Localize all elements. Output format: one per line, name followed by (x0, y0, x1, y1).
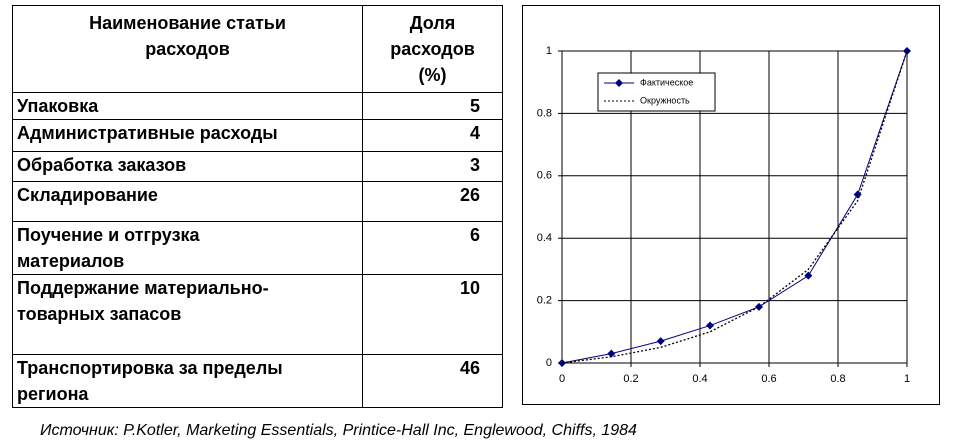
share-cell: 6 (362, 221, 503, 275)
table-row: Поддержание материально-товарных запасов… (12, 274, 503, 355)
item-cell: Складирование (12, 181, 363, 222)
share-value: 26 (459, 185, 480, 205)
data-point (656, 337, 665, 346)
item-name: Поддержание материально-товарных запасов (17, 278, 269, 324)
plot-frame (561, 50, 908, 364)
table-row: Обработка заказов 3 (12, 151, 503, 182)
item-name: Обработка заказов (17, 155, 187, 175)
chart: 0 0.2 0.4 0.6 0.8 1 0 0.2 0.4 0.6 0.8 1 Фактическое О… (522, 5, 940, 405)
series-line (561, 50, 908, 364)
share-value: 3 (469, 155, 480, 175)
share-cell: 10 (362, 274, 503, 355)
x-tick-label: 0 (559, 373, 565, 385)
header-cell: Доля расходов (%) (362, 5, 503, 93)
y-tick-label: 0 (546, 357, 552, 369)
item-name: Складирование (17, 185, 158, 205)
item-name: Административные расходы (17, 123, 278, 143)
y-tick-label: 1 (546, 45, 552, 57)
data-point (903, 47, 911, 55)
share-cell: 3 (362, 151, 503, 182)
share-cell: 5 (362, 92, 503, 120)
header-text: Наименование статьи расходов (89, 13, 286, 59)
y-tick-label: 0.6 (537, 170, 552, 182)
x-tick-label: 1 (904, 373, 910, 385)
item-cell: Административные расходы (12, 119, 363, 152)
share-value: 46 (459, 358, 480, 378)
item-cell: Транспортировка за пределы региона (12, 354, 363, 408)
y-tick-label: 0.8 (537, 107, 552, 119)
item-name: Упаковка (17, 96, 99, 116)
share-cell: 26 (362, 181, 503, 222)
table-row: Административные расходы 4 (12, 119, 503, 152)
legend-marker (615, 79, 623, 87)
header-row: Наименование статьи расходов Доля расход… (12, 5, 503, 93)
cost-table: Наименование статьи расходов Доля расход… (12, 5, 503, 408)
share-cell: 4 (362, 119, 503, 152)
item-cell: Обработка заказов (12, 151, 363, 182)
y-tick-label: 0.2 (537, 295, 552, 307)
item-cell: Поучение и отгрузка материалов (12, 221, 363, 275)
x-tick-label: 0.4 (692, 373, 707, 385)
table-row: Упаковка 5 (12, 92, 503, 120)
item-name: Транспортировка за пределы региона (17, 358, 283, 404)
share-value: 6 (469, 225, 480, 245)
share-value: 5 (469, 96, 480, 116)
data-point (607, 349, 616, 358)
legend-label: Окружность (640, 95, 690, 105)
data-point (853, 190, 862, 199)
share-value: 4 (469, 123, 480, 143)
table-row: Транспортировка за пределы региона 46 (12, 354, 503, 408)
y-tick-label: 0.4 (537, 232, 552, 244)
table-row: Поучение и отгрузка материалов 6 (12, 221, 503, 275)
legend-label: Фактическое (640, 77, 693, 87)
table-row: Складирование 26 (12, 181, 503, 222)
data-point (706, 321, 715, 330)
header-text: Доля расходов (%) (390, 13, 475, 85)
x-tick-label: 0.8 (830, 373, 845, 385)
data-point (754, 302, 763, 311)
data-point (804, 271, 813, 280)
header-cell: Наименование статьи расходов (12, 5, 363, 93)
item-cell: Упаковка (12, 92, 363, 120)
x-tick-label: 0.6 (761, 373, 776, 385)
share-cell: 46 (362, 354, 503, 408)
share-value: 10 (459, 278, 480, 298)
x-tick-label: 0.2 (623, 373, 638, 385)
legend-box (597, 72, 716, 112)
item-cell: Поддержание материально-товарных запасов (12, 274, 363, 355)
item-name: Поучение и отгрузка материалов (17, 225, 200, 271)
source-note: Источник: P.Kotler, Marketing Essentials… (40, 422, 637, 439)
